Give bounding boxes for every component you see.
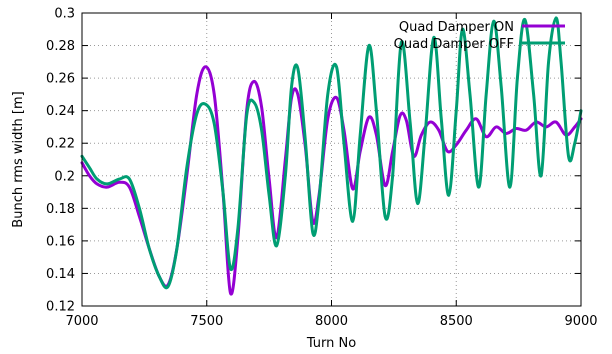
x-tick-label: 8500	[440, 314, 473, 329]
y-tick-label: 0.16	[46, 234, 75, 249]
x-axis-title: Turn No	[306, 336, 356, 351]
y-tick-label: 0.14	[46, 267, 75, 282]
y-tick-label: 0.12	[46, 300, 75, 315]
series-line-quad-damper-off	[80, 16, 583, 290]
y-tick-label: 0.26	[46, 72, 75, 87]
y-tick-label: 0.22	[46, 137, 75, 152]
series-group	[80, 16, 583, 296]
x-tick-label: 8000	[315, 314, 348, 329]
x-tick-label: 7000	[65, 314, 98, 329]
legend: Quad Damper ON Quad Damper OFF	[394, 20, 565, 52]
y-axis-title: Bunch rms width [m]	[11, 91, 26, 227]
legend-label-quad-damper-off: Quad Damper OFF	[394, 37, 514, 52]
tick-labels: 7000 7500 8000 8500 9000 0.12 0.14 0.16 0.18 0.2 0…	[46, 7, 598, 330]
series-line-quad-damper-on	[80, 65, 583, 296]
x-tick-label: 9000	[564, 314, 597, 329]
x-tick-label: 7500	[190, 314, 223, 329]
y-tick-label: 0.24	[46, 104, 75, 119]
y-tick-label: 0.3	[54, 7, 75, 22]
grid	[82, 13, 581, 306]
legend-label-quad-damper-on: Quad Damper ON	[399, 20, 514, 35]
y-tick-label: 0.2	[54, 169, 75, 184]
y-tick-label: 0.18	[46, 202, 75, 217]
y-tick-label: 0.28	[46, 39, 75, 54]
plot-frame	[81, 12, 582, 307]
